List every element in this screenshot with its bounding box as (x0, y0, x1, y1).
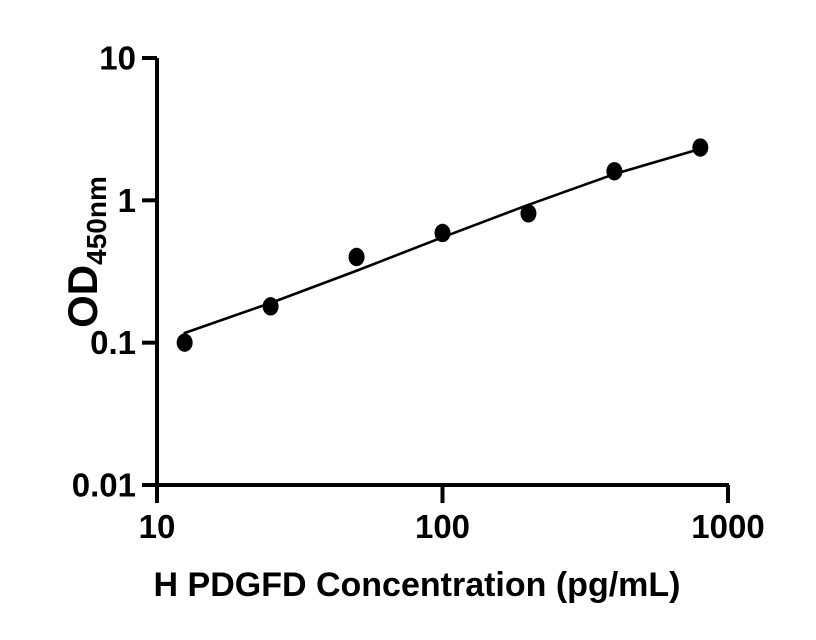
y-axis-title-subscript: 450nm (81, 176, 112, 265)
y-tick-label: 0.01 (72, 467, 136, 504)
data-point (262, 297, 279, 316)
data-point (606, 162, 623, 181)
y-tick-label: 1 (118, 182, 136, 219)
x-axis-title: H PDGFD Concentration (pg/mL) (154, 566, 681, 604)
y-axis-title: OD450nm (59, 176, 112, 328)
data-point (434, 223, 451, 243)
y-tick-label: 10 (99, 40, 136, 77)
data-point (176, 333, 193, 352)
axis-lines (155, 58, 729, 487)
x-tick-label: 100 (415, 508, 470, 545)
data-point (520, 204, 537, 223)
y-tick-label: 0.1 (90, 324, 136, 361)
x-tick-label: 10 (139, 508, 176, 545)
data-point (692, 138, 709, 157)
y-axis-title-main: OD (59, 265, 106, 328)
data-point (348, 247, 365, 267)
plot-layer: 0.01 0.1 1 10 10 100 1000 (72, 40, 765, 545)
x-tick-label: 1000 (691, 508, 764, 545)
